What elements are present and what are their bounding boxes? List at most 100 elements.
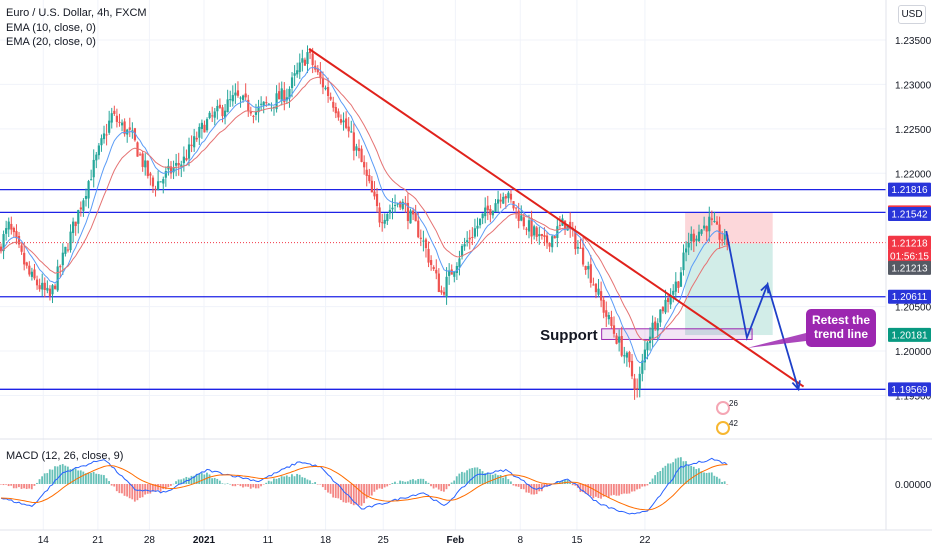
candle-body[interactable] <box>239 97 242 99</box>
price-label-tag[interactable] <box>888 382 931 397</box>
candle-body[interactable] <box>283 90 286 103</box>
candle-body[interactable] <box>275 93 278 110</box>
candle-body[interactable] <box>496 199 500 204</box>
candle-body[interactable] <box>473 228 477 237</box>
candle-body[interactable] <box>278 91 281 100</box>
candle-body[interactable] <box>533 226 536 236</box>
candle-body[interactable] <box>633 378 636 390</box>
candle-body[interactable] <box>504 196 507 199</box>
candle-body[interactable] <box>136 142 139 157</box>
candle-body[interactable] <box>391 207 394 210</box>
candle-body[interactable] <box>123 121 126 135</box>
candle-body[interactable] <box>587 266 590 270</box>
candle-body[interactable] <box>600 291 603 301</box>
candle-body[interactable] <box>651 322 654 339</box>
candle-body[interactable] <box>388 209 392 214</box>
candle-body[interactable] <box>15 231 18 239</box>
currency-button[interactable]: USD <box>898 5 926 24</box>
candle-body[interactable] <box>357 148 361 152</box>
candle-body[interactable] <box>234 92 237 96</box>
candle-body[interactable] <box>249 111 252 114</box>
candle-body[interactable] <box>193 136 196 148</box>
candle-body[interactable] <box>685 248 688 253</box>
candle-body[interactable] <box>695 238 698 241</box>
candle-body[interactable] <box>545 235 549 244</box>
candle-body[interactable] <box>643 349 646 363</box>
candle-body[interactable] <box>17 235 21 245</box>
candle-body[interactable] <box>666 298 670 303</box>
candle-body[interactable] <box>187 144 191 159</box>
price-label-tag[interactable] <box>888 289 931 304</box>
candle-body[interactable] <box>368 174 371 182</box>
candle-body[interactable] <box>697 231 701 242</box>
candle-body[interactable] <box>543 235 546 238</box>
candle-body[interactable] <box>375 194 379 207</box>
price-label-tag[interactable] <box>888 182 931 197</box>
candle-body[interactable] <box>33 269 36 279</box>
candle-body[interactable] <box>326 87 330 96</box>
candle-body[interactable] <box>285 97 288 101</box>
candle-body[interactable] <box>378 207 381 223</box>
candle-body[interactable] <box>466 240 469 243</box>
candle-body[interactable] <box>337 111 340 118</box>
candle-body[interactable] <box>272 106 276 108</box>
price-label-tag[interactable] <box>888 260 931 275</box>
candle-body[interactable] <box>46 287 49 291</box>
candle-body[interactable] <box>574 230 577 250</box>
candle-body[interactable] <box>53 285 57 289</box>
candle-body[interactable] <box>507 192 510 199</box>
candle-body[interactable] <box>159 181 162 183</box>
candle-body[interactable] <box>700 229 703 234</box>
candle-body[interactable] <box>445 276 448 298</box>
price-label-tag[interactable] <box>888 327 931 342</box>
projection-path[interactable] <box>725 230 800 390</box>
candle-body[interactable] <box>35 279 39 286</box>
candle-body[interactable] <box>610 316 613 326</box>
candle-body[interactable] <box>458 258 461 268</box>
candle-body[interactable] <box>656 323 659 331</box>
candle-body[interactable] <box>23 252 26 265</box>
candle-body[interactable] <box>167 165 170 170</box>
candle-body[interactable] <box>12 227 15 233</box>
candle-body[interactable] <box>602 299 605 313</box>
candle-body[interactable] <box>108 120 111 133</box>
candle-body[interactable] <box>133 128 137 141</box>
candle-body[interactable] <box>311 53 314 66</box>
candle-body[interactable] <box>252 115 255 117</box>
candle-body[interactable] <box>584 266 587 271</box>
candle-body[interactable] <box>352 132 355 151</box>
candle-body[interactable] <box>0 246 3 252</box>
trend-line[interactable] <box>308 48 805 388</box>
candle-body[interactable] <box>713 220 716 222</box>
candle-body[interactable] <box>77 209 80 224</box>
candle-body[interactable] <box>674 281 677 292</box>
candle-body[interactable] <box>489 208 492 215</box>
candle-body[interactable] <box>288 88 291 99</box>
candle-body[interactable] <box>236 90 240 96</box>
candle-body[interactable] <box>406 202 410 222</box>
candle-body[interactable] <box>154 188 157 190</box>
candle-body[interactable] <box>56 266 59 291</box>
candle-body[interactable] <box>180 164 183 168</box>
candle-body[interactable] <box>638 373 641 390</box>
candle-body[interactable] <box>708 216 711 232</box>
candle-body[interactable] <box>324 87 327 90</box>
candle-body[interactable] <box>244 93 247 98</box>
candle-body[interactable] <box>417 220 420 238</box>
candle-body[interactable] <box>205 119 209 131</box>
candle-body[interactable] <box>628 352 631 363</box>
candle-body[interactable] <box>51 285 54 295</box>
candle-body[interactable] <box>411 210 415 215</box>
candle-body[interactable] <box>672 290 675 295</box>
candle-body[interactable] <box>692 233 695 242</box>
candle-body[interactable] <box>440 290 443 293</box>
candle-body[interactable] <box>723 233 726 240</box>
price-label-tag[interactable] <box>888 206 931 221</box>
candle-body[interactable] <box>481 213 484 219</box>
candle-body[interactable] <box>579 247 582 249</box>
candle-body[interactable] <box>471 236 474 238</box>
candle-body[interactable] <box>5 228 8 234</box>
macd-line[interactable] <box>0 457 728 515</box>
candle-body[interactable] <box>636 388 639 390</box>
ema-20-legend[interactable]: EMA (20, close, 0) <box>6 36 96 48</box>
